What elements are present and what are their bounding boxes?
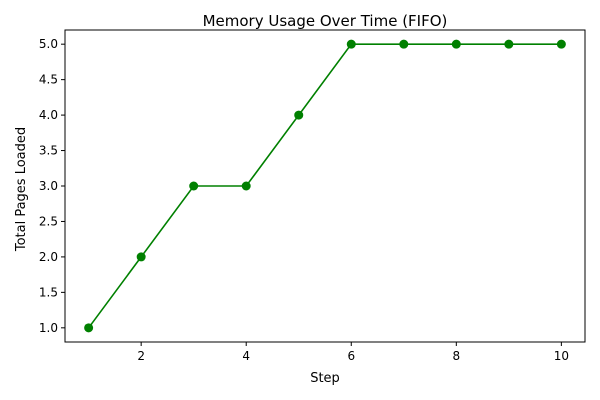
- data-point: [189, 181, 199, 191]
- y-tick-label: 4.0: [39, 108, 58, 122]
- x-tick-label: 6: [347, 349, 355, 363]
- x-axis: 2 4 6 8 10: [137, 342, 569, 363]
- y-tick-label: 4.5: [39, 73, 58, 87]
- x-tick-label: 10: [554, 349, 569, 363]
- data-point: [556, 39, 566, 49]
- chart-title: Memory Usage Over Time (FIFO): [203, 12, 448, 30]
- series-layer: [84, 39, 566, 333]
- data-point: [399, 39, 409, 49]
- data-point: [136, 252, 146, 262]
- y-tick-label: 2.0: [39, 250, 58, 264]
- x-axis-title: Step: [310, 371, 340, 386]
- y-tick-label: 1.5: [39, 285, 58, 299]
- y-tick-label: 2.5: [39, 214, 58, 228]
- series-line: [87, 43, 562, 329]
- x-tick-label: 4: [242, 349, 250, 363]
- data-point: [294, 110, 304, 120]
- data-point: [451, 39, 461, 49]
- x-tick-label: 8: [452, 349, 460, 363]
- y-tick-label: 3.0: [39, 179, 58, 193]
- y-axis: 1.0 1.5 2.0 2.5 3.0 3.5 4.0 4.5 5.0: [39, 37, 65, 335]
- y-tick-label: 3.5: [39, 144, 58, 158]
- data-point: [346, 39, 356, 49]
- x-tick-label: 2: [137, 349, 145, 363]
- data-point: [241, 181, 251, 191]
- y-tick-label: 1.0: [39, 321, 58, 335]
- data-point: [504, 39, 514, 49]
- y-tick-label: 5.0: [39, 37, 58, 51]
- data-point: [84, 323, 94, 333]
- y-axis-title: Total Pages Loaded: [14, 127, 29, 252]
- plot-area-frame: [64, 29, 586, 343]
